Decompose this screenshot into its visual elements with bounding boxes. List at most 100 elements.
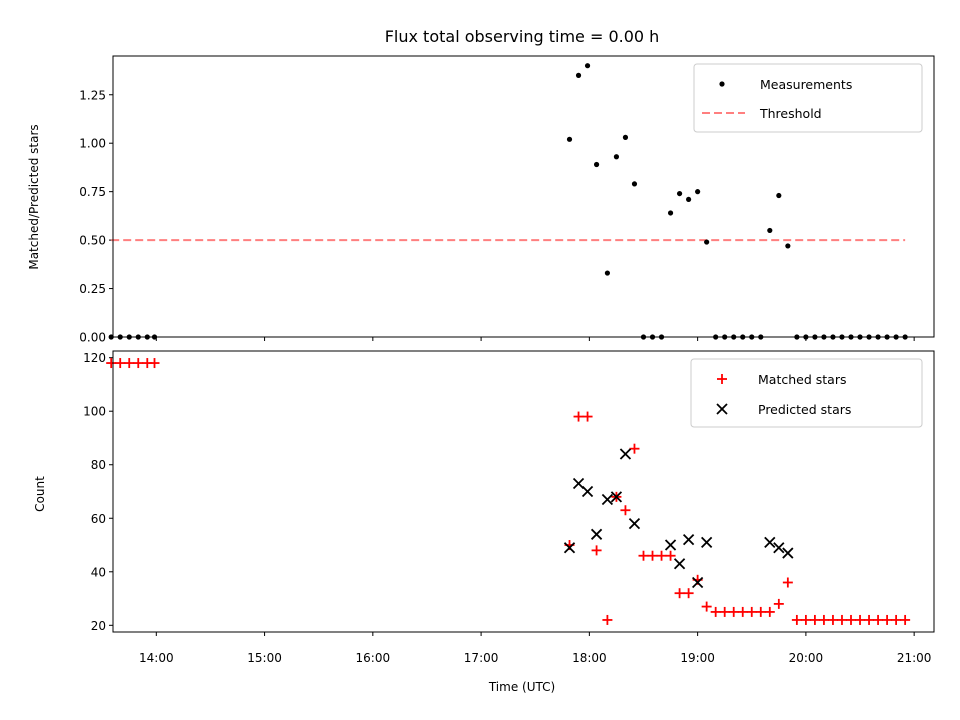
chart-title: Flux total observing time = 0.00 h [385,27,660,46]
xlabel: Time (UTC) [488,680,555,694]
bottom-xtick-label: 21:00 [897,651,932,665]
top-ylabel: Matched/Predicted stars [27,124,41,269]
legend-threshold-label: Threshold [759,106,822,121]
predicted-point-b [782,547,794,559]
measurement-point [776,192,782,199]
predicted-point [590,528,603,540]
bottom-xtick-label: 16:00 [356,651,391,665]
bottom-panel: 20 40 60 80 100 120 14:00 15:00 16:00 17:00 18:00 1… [83,350,935,665]
matched-point [602,614,613,625]
top-axes-frame [112,55,935,338]
predicted-point-b [764,536,776,548]
legend-predicted-marker-b [716,403,728,415]
top-ytick-label: 0.75 [79,185,106,199]
predicted-point-b [581,485,594,498]
predicted-point-b [610,491,623,503]
matched-point [791,614,802,625]
predicted-point [610,491,623,503]
matched-point [591,545,602,556]
bottom-xtick-label: 19:00 [680,651,715,665]
matched-point [891,614,902,625]
legend-matched-label: Matched stars [758,372,846,387]
matched-point [818,614,829,625]
matched-point [900,614,911,625]
matched-point [864,614,875,625]
measurement-point [676,190,683,197]
matched-point [800,614,811,625]
predicted-point-b [572,477,585,490]
measurement-point [686,196,692,203]
matched-point [701,601,712,612]
predicted-point-b [590,528,603,540]
predicted-point [682,534,695,546]
predicted-point [673,558,686,570]
top-ytick-label: 0.50 [79,234,106,248]
predicted-point [563,542,576,554]
predicted-point-b [601,493,614,506]
bottom-ytick-label: 40 [91,565,106,579]
legend-measurements-label: Measurements [760,77,852,92]
matched-point [638,550,649,561]
top-panel: 0.00 0.25 0.50 0.75 1.00 1.25 Measurements Thre… [79,55,935,345]
matched-point [719,606,730,617]
predicted-point-b [664,539,677,551]
measurement-point [575,72,582,78]
measurement-point [622,134,629,140]
predicted-point-b [682,534,695,546]
matched-point [827,614,838,625]
legend-predicted-label: Predicted stars [758,402,851,417]
bottom-ytick-label: 100 [83,405,106,419]
matched-point [773,598,784,609]
predicted-point-b [628,517,641,530]
measurement-point [631,181,638,187]
top-ytick-label: 0.00 [79,331,106,345]
matched-point [755,606,766,617]
measurement-point [584,63,591,69]
predicted-point [664,539,677,551]
predicted-point-b [563,542,576,554]
predicted-point [581,485,594,498]
matched-point [683,588,694,599]
bottom-ytick-label: 80 [91,458,106,472]
measurement-point [785,243,791,249]
matched-point [582,411,593,422]
bottom-xtick-label: 17:00 [464,651,499,665]
matched-point [728,606,739,617]
bottom-ytick-label: 120 [83,351,106,365]
predicted-point [619,448,632,460]
predicted-point [572,477,585,490]
predicted-point [773,542,785,554]
legend-measurements-marker [719,81,725,87]
matched-point [620,505,631,516]
predicted-point [628,517,641,530]
measurement-point [613,154,620,160]
predicted-point [764,536,776,548]
matched-point [882,614,893,625]
predicted-point-b [673,558,686,570]
measurement-point [704,239,710,245]
measurement-point [108,334,114,340]
measurement-point [667,210,674,216]
measurement-point [593,161,600,168]
bottom-xtick-label: 18:00 [572,651,607,665]
predicted-point-b [691,576,704,589]
matched-point [106,358,117,369]
matched-point [674,588,685,599]
top-ytick-label: 1.25 [79,88,106,102]
legend-predicted-marker [716,403,728,415]
matched-point [710,606,721,617]
measurement-point [604,270,611,276]
bottom-ytick-label: 60 [91,512,106,526]
measurement-point [566,136,573,142]
matched-point [124,358,135,369]
matched-point [149,358,160,369]
matched-point [656,550,667,561]
bottom-xtick-label: 14:00 [139,651,174,665]
matched-point [573,411,584,422]
bottom-axes-frame [112,350,935,633]
top-ytick-label: 0.25 [79,282,106,296]
predicted-point-b [619,448,632,460]
bottom-xtick-label: 15:00 [247,651,282,665]
matched-point [782,577,793,588]
